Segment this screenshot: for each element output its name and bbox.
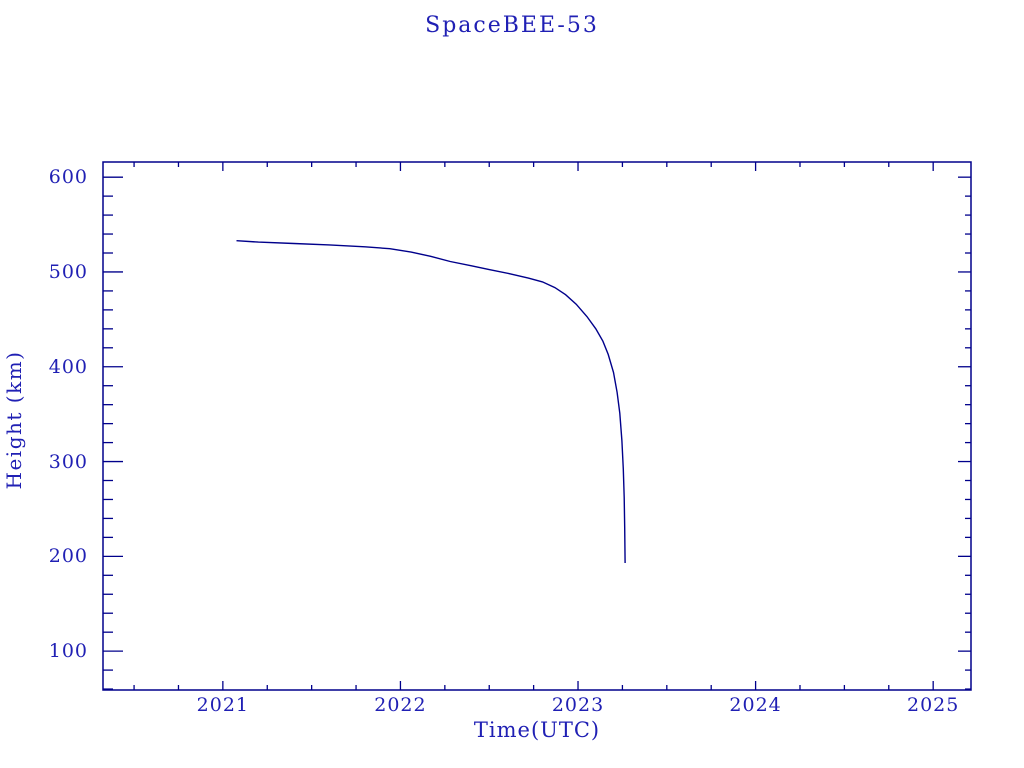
x-tick-label: 2024 xyxy=(729,694,782,716)
height-curve xyxy=(236,240,626,564)
y-tick-label: 400 xyxy=(48,355,88,378)
x-tick-label: 2021 xyxy=(196,694,250,716)
x-tick-label: 2025 xyxy=(906,694,960,716)
chart-title: SpaceBEE-53 xyxy=(425,13,599,38)
plot-border xyxy=(102,161,972,691)
y-tick-label: 200 xyxy=(48,545,88,568)
y-tick-label: 600 xyxy=(48,166,88,189)
x-tick-label: 2022 xyxy=(374,694,427,716)
y-tick-label: 500 xyxy=(48,260,88,283)
x-axis-label: Time(UTC) xyxy=(473,718,601,742)
x-tick-label: 2023 xyxy=(551,694,605,716)
y-tick-label: 100 xyxy=(48,640,88,663)
y-tick-label: 300 xyxy=(48,450,88,473)
